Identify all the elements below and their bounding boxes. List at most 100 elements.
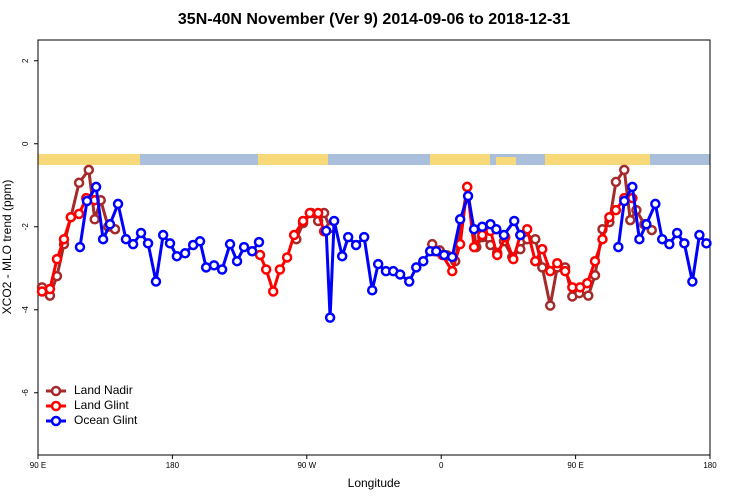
data-point [597, 233, 608, 245]
y-tick-label: 0 [21, 141, 30, 146]
data-point [231, 255, 243, 267]
data-point [320, 225, 332, 237]
data-point [491, 249, 503, 261]
data-point [89, 214, 100, 225]
data-point [336, 250, 348, 262]
y-tick-label: -4 [21, 306, 30, 314]
data-point [679, 238, 690, 249]
data-point [610, 204, 622, 216]
data-point [179, 248, 191, 259]
data-point [260, 264, 272, 275]
data-point [328, 215, 340, 227]
data-point [447, 251, 458, 263]
data-point [477, 221, 488, 232]
x-tick-label: 0 [439, 461, 444, 470]
data-point [551, 258, 563, 269]
data-point [150, 276, 162, 287]
data-point [530, 233, 541, 245]
data-point [372, 258, 384, 270]
data-point [447, 265, 458, 277]
data-point [418, 255, 429, 267]
legend-swatch-marker [50, 415, 62, 427]
y-tick-label: -2 [21, 223, 30, 231]
data-point [583, 290, 594, 301]
legend-swatch-marker [50, 400, 62, 412]
data-point [701, 238, 712, 249]
y-axis-label: XCO2 - MLO trend (ppm) [0, 180, 14, 315]
data-point [274, 264, 286, 275]
land-band [430, 154, 490, 165]
x-tick-label: 180 [166, 461, 180, 470]
data-point [267, 286, 279, 297]
land-band [258, 154, 328, 165]
data-point [468, 241, 480, 253]
data-point [297, 215, 309, 227]
data-point [515, 229, 526, 241]
data-point [238, 241, 250, 253]
data-point [74, 241, 86, 253]
data-point [112, 198, 124, 210]
data-point [508, 253, 519, 265]
data-point [253, 236, 265, 248]
data-point [208, 260, 220, 271]
data-point [164, 238, 176, 249]
data-point [627, 181, 638, 193]
data-point [604, 211, 615, 223]
plot-frame [37, 39, 711, 456]
legend-label: Land Nadir [74, 383, 133, 397]
data-point [468, 223, 480, 235]
data-point [97, 233, 109, 245]
data-point [671, 227, 683, 239]
y-tick-label: -6 [21, 389, 30, 397]
data-point [73, 177, 85, 189]
data-point [581, 277, 593, 289]
series-line [78, 185, 261, 284]
data-point [544, 265, 556, 277]
x-axis-label: Longitude [348, 476, 401, 490]
data-point [403, 276, 415, 287]
data-point [254, 249, 266, 261]
legend-swatch-marker [50, 385, 62, 397]
data-point [461, 181, 473, 193]
data-point [73, 208, 85, 220]
data-point [530, 255, 541, 267]
data-point [135, 227, 147, 239]
x-tick-label: 90 W [297, 461, 316, 470]
data-point [610, 176, 622, 188]
data-point [358, 231, 370, 243]
data-point [619, 195, 630, 207]
data-point [44, 283, 56, 295]
data-point [650, 198, 661, 210]
data-point [454, 238, 466, 250]
series-line [258, 211, 326, 293]
data-point [694, 229, 705, 241]
data-point [194, 236, 206, 247]
data-point [537, 243, 548, 255]
data-point [83, 164, 95, 176]
data-point [127, 238, 139, 250]
data-point [544, 300, 556, 311]
land-band [496, 157, 516, 165]
data-point [394, 269, 406, 280]
data-point [656, 233, 668, 245]
data-point [454, 214, 466, 225]
data-point [350, 239, 362, 251]
data-point [589, 255, 601, 267]
data-point [216, 264, 228, 275]
data-point [304, 207, 316, 219]
x-tick-label: 180 [703, 461, 717, 470]
x-tick-label: 90 E [30, 461, 46, 470]
data-point [491, 223, 502, 235]
x-tick-label: 90 E [567, 461, 583, 470]
data-point [438, 249, 450, 261]
data-point [634, 233, 645, 245]
y-tick-label: 2 [21, 58, 30, 63]
data-point [431, 245, 442, 257]
data-point [366, 284, 378, 296]
data-point [625, 214, 636, 226]
data-point [537, 262, 548, 273]
data-point [157, 229, 169, 241]
data-point [81, 195, 93, 207]
data-point [619, 164, 630, 176]
